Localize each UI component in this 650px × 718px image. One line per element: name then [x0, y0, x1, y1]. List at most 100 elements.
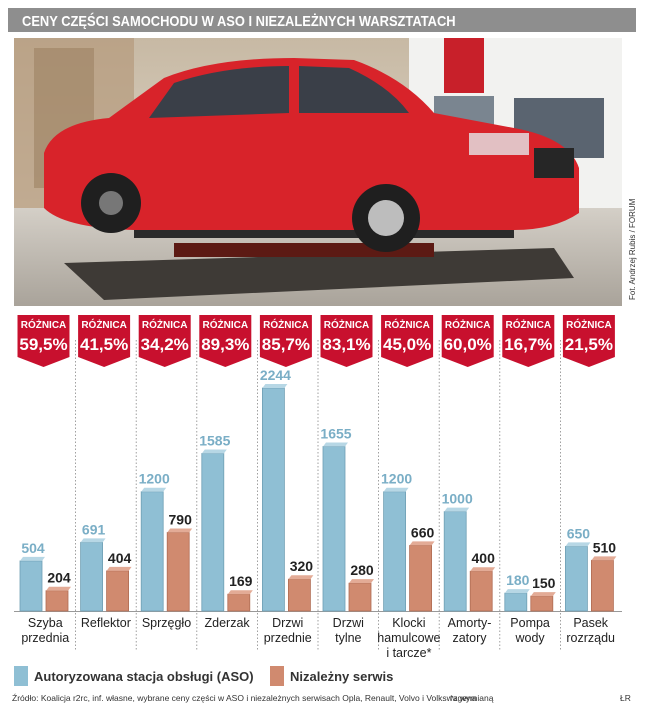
difference-ribbon-label: RÓŻNICA: [506, 318, 552, 331]
value-label-aso: 180: [506, 572, 530, 588]
title-bar: CENY CZĘŚCI SAMOCHODU W ASO I NIEZALEŻNY…: [8, 8, 636, 32]
difference-value: 21,5%: [565, 335, 613, 354]
bar-aso-top: [262, 384, 288, 388]
car-photo: [14, 38, 622, 306]
legend-label-aso: Autoryzowana stacja obsługi (ASO): [34, 669, 254, 684]
value-label-aso: 1655: [320, 426, 351, 442]
category-label: Drzwi: [272, 616, 303, 630]
difference-ribbon: [199, 315, 252, 367]
bar-independent: [106, 570, 129, 612]
bar-aso-top: [444, 507, 470, 512]
difference-value: 89,3%: [201, 335, 249, 354]
category-label: Pasek: [573, 616, 608, 630]
bar-aso: [80, 541, 103, 612]
bar-independent: [227, 593, 251, 612]
category-label: i tarcze*: [386, 646, 431, 660]
bar-aso-top: [383, 487, 409, 492]
value-label-aso: 1200: [381, 471, 412, 487]
difference-ribbon: [78, 315, 131, 367]
difference-value: 16,7%: [504, 335, 552, 354]
bar-independent: [45, 590, 69, 612]
category-label: Szyba: [28, 616, 63, 630]
difference-value: 34,2%: [141, 335, 189, 354]
difference-ribbon-label: RÓŻNICA: [566, 318, 612, 331]
bar-aso: [504, 592, 528, 612]
difference-value: 83,1%: [322, 335, 370, 354]
bar-independent: [530, 595, 554, 612]
bar-independent: [348, 582, 372, 612]
difference-ribbon: [502, 315, 555, 367]
bar-aso-top: [141, 487, 167, 492]
source-note: Źródło: Koalicja r2rc, inf. własne, wybr…: [12, 693, 477, 703]
bar-aso-top: [20, 556, 45, 561]
value-label-independent: 204: [47, 570, 71, 586]
bar-independent: [469, 570, 493, 612]
bar-independent-top: [106, 566, 132, 571]
difference-ribbon-label: RÓŻNICA: [263, 318, 309, 331]
category-label: Reflektor: [81, 616, 131, 630]
difference-ribbon: [17, 315, 70, 367]
difference-ribbon-label: RÓŻNICA: [324, 318, 370, 331]
value-label-independent: 660: [411, 524, 435, 540]
bar-independent: [287, 578, 311, 612]
value-label-independent: 790: [169, 511, 193, 527]
bar-independent-top: [591, 556, 617, 561]
bar-aso-top: [323, 442, 348, 447]
difference-ribbon-label: RÓŻNICA: [384, 318, 430, 331]
category-label: hamulcowe: [377, 631, 440, 645]
footnote: *z wymianą: [450, 693, 494, 703]
category-label: Zderzak: [205, 616, 251, 630]
category-label: tylne: [335, 631, 361, 645]
difference-value: 60,0%: [444, 335, 492, 354]
value-label-independent: 404: [108, 550, 132, 566]
value-label-independent: 169: [229, 573, 253, 589]
category-label: Klocki: [392, 616, 425, 630]
difference-ribbon: [381, 315, 434, 367]
difference-value: 85,7%: [262, 335, 310, 354]
value-label-independent: 150: [532, 575, 556, 591]
difference-ribbon: [259, 315, 312, 367]
legend-swatch-independent: [270, 666, 284, 686]
bar-independent-top: [409, 541, 435, 546]
category-label: Amorty-: [448, 616, 492, 630]
difference-value: 45,0%: [383, 335, 431, 354]
bar-aso-top: [565, 542, 591, 547]
legend-label-independent: Nizależny serwis: [290, 669, 394, 684]
category-label: wody: [515, 631, 546, 645]
category-label: zatory: [452, 631, 487, 645]
page-title: CENY CZĘŚCI SAMOCHODU W ASO I NIEZALEŻNY…: [22, 13, 456, 30]
bar-aso: [201, 453, 225, 612]
value-label-aso: 1200: [139, 471, 170, 487]
value-label-independent: 510: [593, 539, 617, 555]
difference-ribbon-label: RÓŻNICA: [81, 318, 127, 331]
difference-value: 59,5%: [19, 335, 67, 354]
category-label: Drzwi: [333, 616, 364, 630]
bar-aso: [19, 560, 43, 612]
bar-aso: [383, 491, 407, 612]
bar-independent: [166, 532, 190, 612]
category-label: Sprzęgło: [142, 616, 191, 630]
difference-ribbon-label: RÓŻNICA: [142, 318, 188, 331]
category-label: Pompa: [510, 616, 550, 630]
bar-independent-top: [349, 579, 374, 584]
legend-swatch-aso: [14, 666, 28, 686]
value-label-aso: 650: [567, 525, 591, 541]
difference-ribbon-label: RÓŻNICA: [203, 318, 249, 331]
value-label-aso: 691: [82, 521, 106, 537]
bar-independent: [591, 559, 614, 612]
bar-independent-top: [288, 575, 314, 580]
difference-value: 41,5%: [80, 335, 128, 354]
difference-ribbon: [562, 315, 615, 367]
bar-independent-top: [46, 586, 71, 591]
difference-ribbon-label: RÓŻNICA: [445, 318, 491, 331]
legend: Autoryzowana stacja obsługi (ASO) Nizale…: [14, 664, 634, 688]
value-label-aso: 504: [21, 540, 45, 556]
category-label: rozrządu: [566, 631, 615, 645]
author-signature: ŁR: [620, 693, 631, 703]
value-label-independent: 280: [350, 562, 374, 578]
bar-aso-top: [504, 589, 530, 594]
bar-aso-top: [201, 449, 227, 454]
difference-ribbon: [320, 315, 373, 367]
bar-aso: [443, 511, 467, 612]
